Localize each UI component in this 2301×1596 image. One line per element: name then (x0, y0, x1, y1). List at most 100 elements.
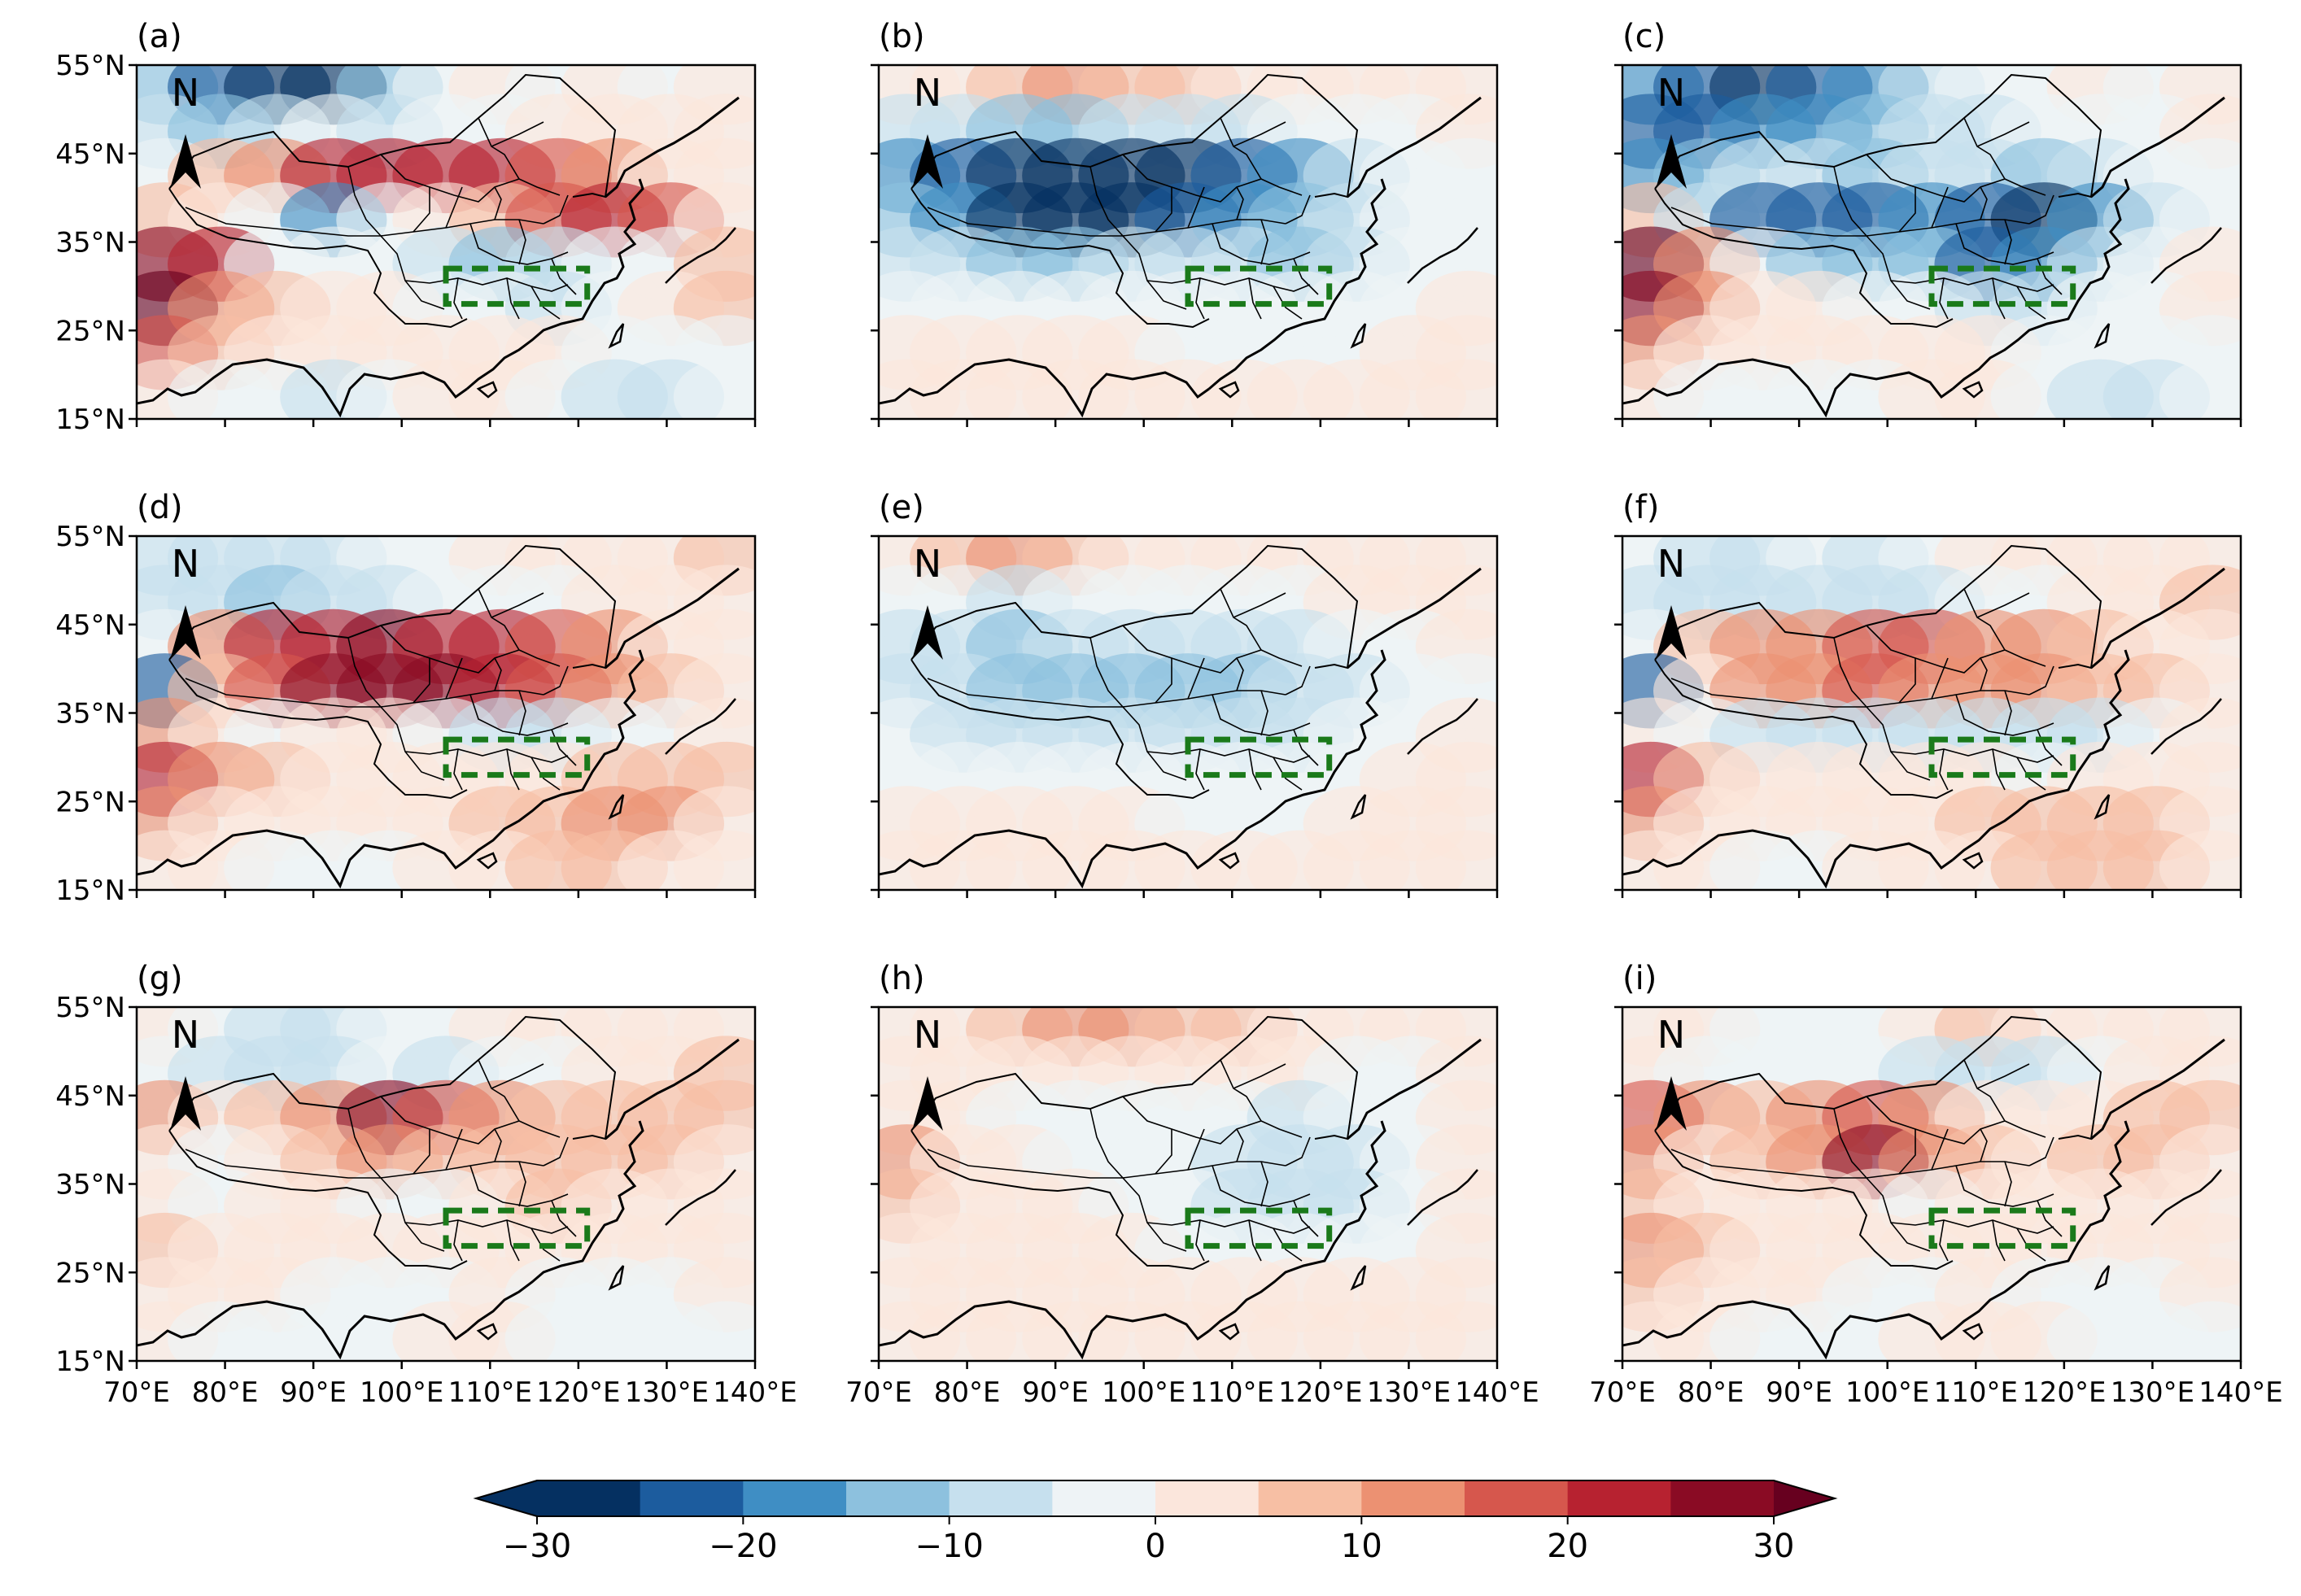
lat-tick-label: 25°N (55, 1257, 125, 1289)
colorbar-segment (1052, 1480, 1156, 1516)
panel-label-h: (h) (879, 960, 925, 997)
lon-tick-label: 120°E (1278, 1376, 1362, 1409)
colorbar-segment (1258, 1480, 1362, 1516)
colorbar-extend-min (476, 1480, 537, 1516)
lon-tick-label: 130°E (2111, 1376, 2194, 1409)
north-arrow-label: N (914, 542, 941, 586)
north-arrow-label: N (1657, 1013, 1685, 1057)
lon-tick-label: 140°E (2198, 1376, 2282, 1409)
lat-tick-label: 55°N (55, 992, 125, 1024)
colorbar-segment (949, 1480, 1053, 1516)
study-region-box (1185, 736, 1333, 778)
lat-tick-label: 15°N (55, 1345, 125, 1378)
lon-tick-label: 80°E (192, 1376, 259, 1409)
panel-label-c: (c) (1622, 18, 1666, 55)
colorbar-segment (1670, 1480, 1775, 1516)
north-arrow-icon: N (1656, 71, 1687, 189)
lon-tick-label: 120°E (2022, 1376, 2106, 1409)
colorbar-tick-label: −20 (709, 1528, 777, 1565)
anomaly-cell (673, 830, 755, 890)
lat-tick-label: 35°N (55, 1169, 125, 1201)
anomaly-cell (1415, 359, 1497, 419)
colorbar-tick-label: −10 (915, 1528, 983, 1565)
lon-tick-label: 140°E (713, 1376, 797, 1409)
north-arrow-label: N (172, 542, 199, 586)
lat-tick-label: 45°N (55, 609, 125, 642)
study-region-box (443, 1207, 591, 1249)
map-panel-e (879, 536, 1497, 890)
north-arrow-label: N (914, 1013, 941, 1057)
colorbar-segment (1155, 1480, 1260, 1516)
anomaly-cell (2159, 1301, 2241, 1361)
lon-tick-label: 90°E (280, 1376, 347, 1409)
north-arrow-label: N (1657, 542, 1685, 586)
north-arrow-icon: N (912, 1013, 943, 1131)
lon-tick-label: 70°E (845, 1376, 912, 1409)
map-panel-d (137, 536, 755, 890)
study-region-box (1928, 265, 2076, 307)
lon-tick-label: 100°E (1845, 1376, 1929, 1409)
map-panel-h (879, 1007, 1497, 1361)
map-panel-c (1622, 65, 2241, 419)
colorbar-segment (640, 1480, 744, 1516)
anomaly-cell (1415, 1301, 1497, 1361)
lat-tick-label: 35°N (55, 227, 125, 259)
north-arrow-icon: N (1656, 1013, 1687, 1131)
colorbar: −30 −20 −10 0 10 20 30 (473, 1480, 1838, 1565)
north-arrow-icon: N (170, 71, 201, 189)
colorbar-segment (1465, 1480, 1569, 1516)
panel-label-g: (g) (137, 960, 183, 997)
study-region-box (1928, 736, 2076, 778)
colorbar-tick-label: 20 (1547, 1528, 1588, 1565)
panel-label-i: (i) (1622, 960, 1657, 997)
lat-tick-label: 25°N (55, 786, 125, 818)
lon-tick-label: 100°E (360, 1376, 443, 1409)
panel-label-f: (f) (1622, 489, 1659, 526)
north-arrow-icon: N (1656, 542, 1687, 660)
lat-tick-label: 35°N (55, 698, 125, 730)
colorbar-segment (1361, 1480, 1465, 1516)
study-region-box (443, 736, 591, 778)
study-region-box (443, 265, 591, 307)
map-panel-b (879, 65, 1497, 419)
study-region-box (1185, 265, 1333, 307)
lon-tick-label: 80°E (1678, 1376, 1744, 1409)
lon-tick-label: 110°E (448, 1376, 532, 1409)
lon-tick-label: 120°E (536, 1376, 620, 1409)
lon-tick-label: 110°E (1190, 1376, 1274, 1409)
north-arrow-icon: N (170, 1013, 201, 1131)
lon-tick-label: 130°E (625, 1376, 709, 1409)
map-panel-g (137, 1007, 755, 1361)
lat-tick-label: 45°N (55, 138, 125, 171)
lat-tick-label: 55°N (55, 521, 125, 553)
colorbar-segment (846, 1480, 950, 1516)
lat-tick-label: 55°N (55, 50, 125, 82)
colorbar-segment (743, 1480, 847, 1516)
panel-label-d: (d) (137, 489, 183, 526)
north-arrow-label: N (172, 71, 199, 115)
map-panel-i (1622, 1007, 2241, 1361)
north-arrow-icon: N (170, 542, 201, 660)
colorbar-tick-label: 30 (1753, 1528, 1795, 1565)
anomaly-cell (1415, 830, 1497, 890)
colorbar-extend-max (1774, 1480, 1835, 1516)
colorbar-tick-label: 0 (1145, 1528, 1165, 1565)
lon-tick-label: 70°E (1589, 1376, 1656, 1409)
lon-tick-label: 110°E (1934, 1376, 2018, 1409)
north-arrow-label: N (1657, 71, 1685, 115)
lon-tick-label: 80°E (934, 1376, 1001, 1409)
anomaly-cell (2159, 359, 2241, 419)
lon-tick-label: 90°E (1766, 1376, 1832, 1409)
anomaly-cell (673, 1301, 755, 1361)
north-arrow-label: N (914, 71, 941, 115)
lat-tick-label: 25°N (55, 315, 125, 347)
colorbar-segment (1567, 1480, 1671, 1516)
anomaly-cell (673, 359, 755, 419)
lon-tick-label: 140°E (1455, 1376, 1539, 1409)
study-region-box (1185, 1207, 1333, 1249)
lat-tick-label: 45°N (55, 1080, 125, 1113)
panel-label-e: (e) (879, 489, 924, 526)
panel-label-a: (a) (137, 18, 182, 55)
colorbar-tick-label: 10 (1341, 1528, 1382, 1565)
